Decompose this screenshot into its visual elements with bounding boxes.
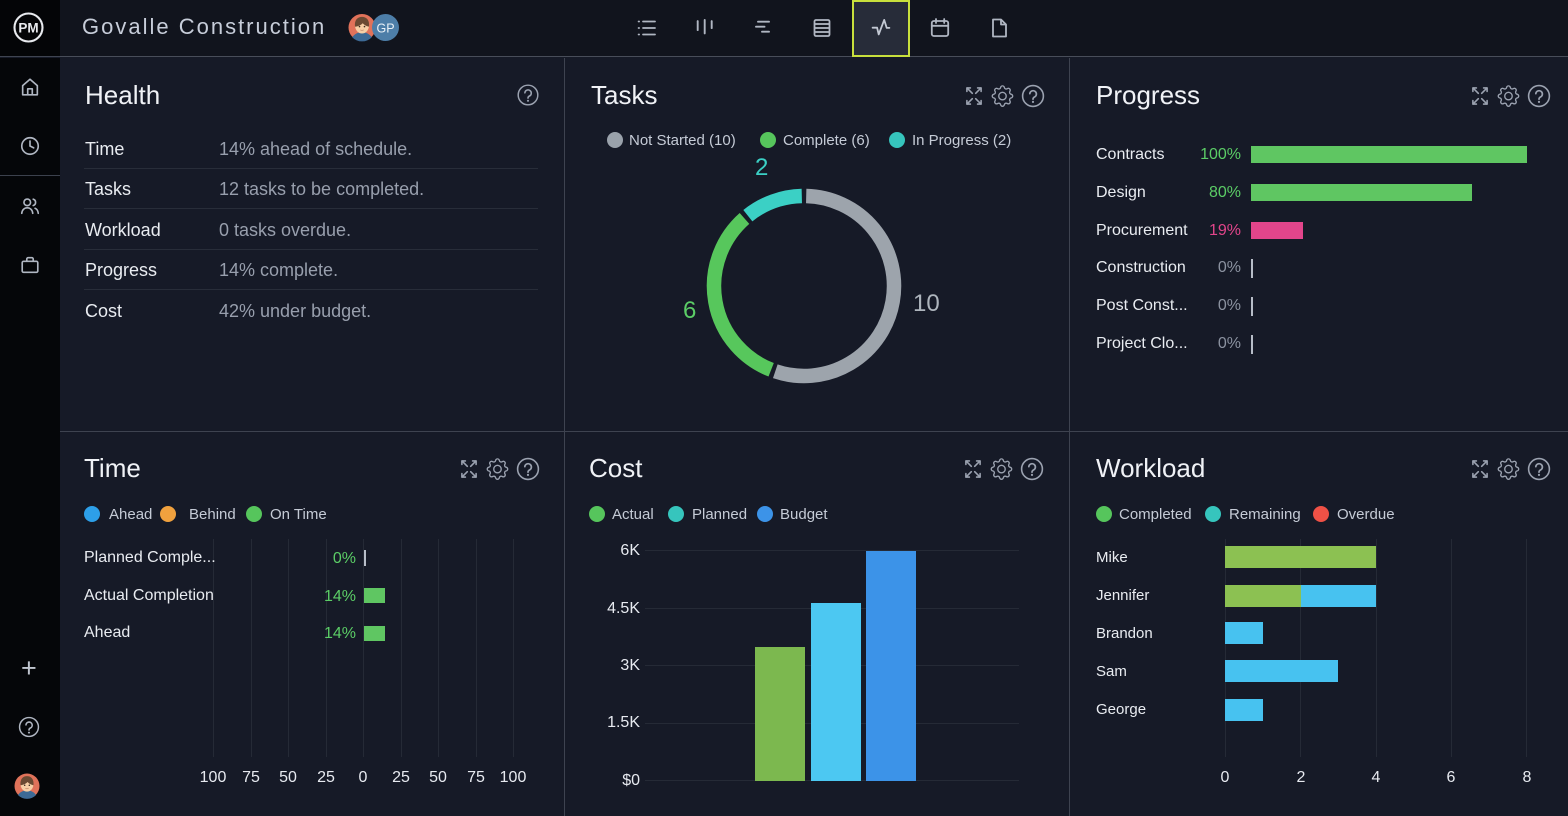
svg-text:GP: GP: [376, 22, 394, 36]
svg-text:PM: PM: [18, 21, 38, 36]
